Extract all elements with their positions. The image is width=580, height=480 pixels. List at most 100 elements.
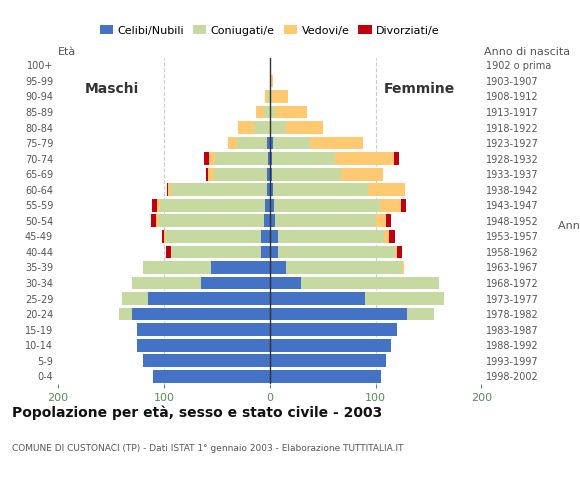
Bar: [264, 215, 270, 227]
Bar: [201, 276, 270, 289]
Text: Maschi: Maschi: [85, 82, 139, 96]
Bar: [368, 183, 405, 196]
Bar: [162, 230, 164, 243]
Bar: [365, 292, 444, 305]
Text: Popolazione per età, sesso e stato civile - 2003: Popolazione per età, sesso e stato civil…: [12, 406, 382, 420]
Text: Anno di nascita: Anno di nascita: [484, 47, 570, 57]
Bar: [340, 168, 383, 180]
Bar: [157, 215, 158, 227]
Bar: [274, 199, 380, 212]
Bar: [402, 261, 404, 274]
Bar: [204, 152, 209, 165]
Text: Femmine: Femmine: [384, 82, 455, 96]
Bar: [132, 308, 270, 321]
Bar: [266, 199, 270, 212]
Bar: [270, 90, 272, 103]
Bar: [256, 106, 264, 119]
Bar: [275, 215, 376, 227]
Bar: [270, 276, 302, 289]
Bar: [302, 276, 439, 289]
Bar: [132, 276, 201, 289]
Bar: [270, 137, 273, 149]
Y-axis label: Anno di nascita: Anno di nascita: [559, 221, 580, 231]
Bar: [212, 261, 270, 274]
Bar: [167, 183, 168, 196]
Bar: [285, 121, 322, 134]
Bar: [266, 90, 267, 103]
Bar: [148, 292, 270, 305]
Bar: [285, 261, 402, 274]
Bar: [158, 215, 264, 227]
Bar: [270, 230, 278, 243]
Bar: [275, 106, 307, 119]
Bar: [166, 245, 171, 258]
Bar: [273, 183, 368, 196]
Legend: Celibi/Nubili, Coniugati/e, Vedovi/e, Divorziati/e: Celibi/Nubili, Coniugati/e, Vedovi/e, Di…: [95, 21, 444, 40]
Bar: [270, 106, 275, 119]
Bar: [270, 152, 272, 165]
Bar: [119, 308, 132, 321]
Bar: [209, 152, 215, 165]
Bar: [270, 370, 381, 383]
Bar: [384, 230, 389, 243]
Bar: [143, 261, 212, 274]
Bar: [171, 245, 261, 258]
Text: COMUNE DI CUSTONACI (TP) - Dati ISTAT 1° gennaio 2003 - Elaborazione TUTTITALIA.: COMUNE DI CUSTONACI (TP) - Dati ISTAT 1°…: [12, 444, 403, 453]
Bar: [168, 183, 171, 196]
Bar: [152, 199, 158, 212]
Bar: [267, 90, 270, 103]
Bar: [261, 230, 270, 243]
Bar: [208, 168, 213, 180]
Bar: [270, 168, 272, 180]
Bar: [237, 137, 267, 149]
Bar: [215, 152, 267, 165]
Bar: [238, 121, 254, 134]
Bar: [380, 199, 401, 212]
Bar: [267, 183, 270, 196]
Bar: [137, 323, 270, 336]
Bar: [272, 168, 340, 180]
Bar: [267, 152, 270, 165]
Bar: [270, 199, 274, 212]
Bar: [397, 245, 402, 258]
Bar: [335, 152, 394, 165]
Bar: [272, 90, 288, 103]
Bar: [389, 230, 394, 243]
Bar: [401, 199, 406, 212]
Bar: [270, 183, 273, 196]
Bar: [386, 215, 392, 227]
Bar: [143, 354, 270, 367]
Bar: [270, 308, 407, 321]
Bar: [158, 199, 160, 212]
Bar: [267, 168, 270, 180]
Bar: [278, 245, 394, 258]
Bar: [270, 292, 365, 305]
Bar: [270, 215, 275, 227]
Bar: [151, 215, 157, 227]
Bar: [278, 230, 384, 243]
Bar: [267, 137, 270, 149]
Bar: [270, 261, 285, 274]
Bar: [261, 245, 270, 258]
Bar: [171, 183, 267, 196]
Bar: [166, 230, 261, 243]
Bar: [160, 199, 266, 212]
Bar: [270, 245, 278, 258]
Bar: [213, 168, 267, 180]
Bar: [270, 323, 397, 336]
Bar: [270, 121, 285, 134]
Bar: [270, 74, 273, 87]
Bar: [264, 106, 270, 119]
Bar: [121, 292, 148, 305]
Bar: [137, 339, 270, 351]
Bar: [229, 137, 237, 149]
Bar: [394, 245, 397, 258]
Bar: [270, 354, 386, 367]
Bar: [272, 152, 335, 165]
Bar: [270, 339, 392, 351]
Bar: [164, 230, 166, 243]
Bar: [310, 137, 363, 149]
Bar: [153, 370, 270, 383]
Bar: [206, 168, 208, 180]
Bar: [254, 121, 270, 134]
